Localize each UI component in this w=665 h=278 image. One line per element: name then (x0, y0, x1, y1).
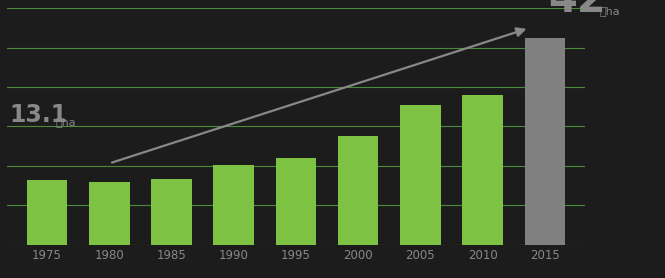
Text: 13.1: 13.1 (9, 103, 68, 127)
Bar (338, 136, 378, 245)
Bar (27, 180, 67, 245)
Bar (400, 105, 441, 245)
Text: 万ha: 万ha (600, 6, 620, 16)
Bar (462, 95, 503, 245)
Bar (213, 165, 254, 245)
Bar (89, 182, 130, 245)
Text: 42: 42 (548, 0, 606, 21)
Text: 万ha: 万ha (56, 117, 76, 127)
Bar (152, 179, 192, 245)
Bar (276, 158, 316, 245)
Bar (525, 38, 565, 245)
